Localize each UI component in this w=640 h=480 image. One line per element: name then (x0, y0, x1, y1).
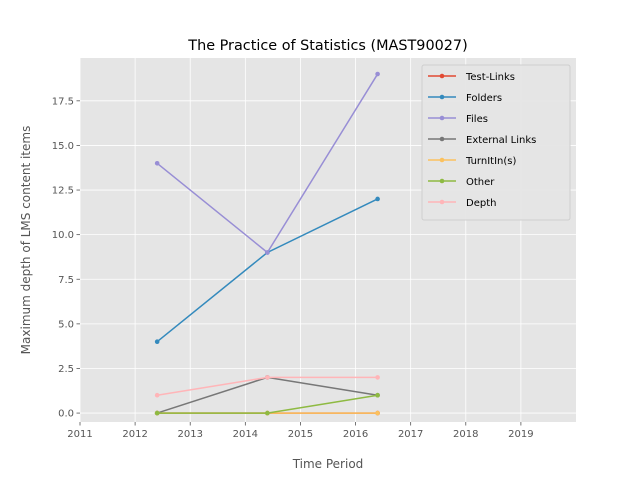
legend-marker-depth (439, 199, 445, 205)
y-tick-label: 7.5 (58, 275, 74, 286)
data-point-files (265, 250, 270, 255)
legend-marker-external-links (439, 136, 445, 142)
data-point-files (154, 160, 160, 166)
x-tick-label: 2017 (398, 429, 423, 440)
data-point-turnitin-s (375, 410, 380, 416)
legend-label-files: Files (466, 114, 488, 125)
legend-box (421, 64, 571, 221)
legend-marker-files (439, 115, 445, 121)
legend-marker-other (439, 178, 445, 184)
x-tick-label: 2015 (288, 429, 313, 440)
legend-marker-turnitin-s (439, 157, 445, 163)
x-tick-label: 2013 (177, 429, 202, 440)
y-tick-label: 17.5 (52, 96, 74, 107)
x-tick-label: 2016 (343, 429, 368, 440)
y-axis-ticks: 0.0 2.5 5.0 7.5 10.0 12.5 15.0 17.5 (52, 96, 80, 420)
legend-label-external-links: External Links (466, 135, 536, 146)
y-tick-label: 15.0 (52, 141, 74, 152)
y-tick-label: 10.0 (52, 230, 74, 241)
legend: Test-Links Folders Files External Links Turn… (421, 64, 571, 221)
x-axis-label: Time Period (292, 457, 364, 471)
data-point-depth (154, 392, 160, 398)
x-axis-ticks: 2011 2012 2013 2014 2015 2016 2017 2018 2019 (67, 422, 534, 440)
legend-label-folders: Folders (466, 93, 502, 104)
legend-marker-test-links (439, 73, 445, 79)
series-lines (154, 71, 380, 416)
x-tick-label: 2019 (508, 429, 533, 440)
chart-title: The Practice of Statistics (MAST90027) (187, 38, 467, 54)
data-point-depth (375, 375, 380, 380)
data-point-other (265, 410, 270, 416)
legend-label-depth: Depth (466, 198, 496, 209)
y-tick-label: 5.0 (58, 319, 74, 330)
y-tick-label: 0.0 (58, 409, 74, 420)
legend-label-other: Other (466, 177, 495, 188)
data-point-depth (265, 375, 270, 380)
x-tick-label: 2018 (453, 429, 478, 440)
legend-label-turnitin-s: TurnItIn(s) (465, 156, 516, 167)
legend-marker-folders (439, 94, 445, 100)
y-tick-label: 2.5 (58, 364, 74, 375)
y-axis-label: Maximum depth of LMS content items (19, 126, 33, 355)
data-point-folders (154, 339, 160, 345)
legend-label-test-links: Test-Links (465, 72, 515, 83)
x-tick-label: 2014 (233, 429, 258, 440)
data-point-folders (375, 196, 380, 202)
y-tick-label: 12.5 (52, 186, 74, 197)
x-tick-label: 2012 (122, 429, 147, 440)
data-point-other (154, 410, 160, 416)
data-point-other (375, 392, 380, 398)
data-point-files (375, 71, 380, 77)
x-tick-label: 2011 (67, 429, 92, 440)
